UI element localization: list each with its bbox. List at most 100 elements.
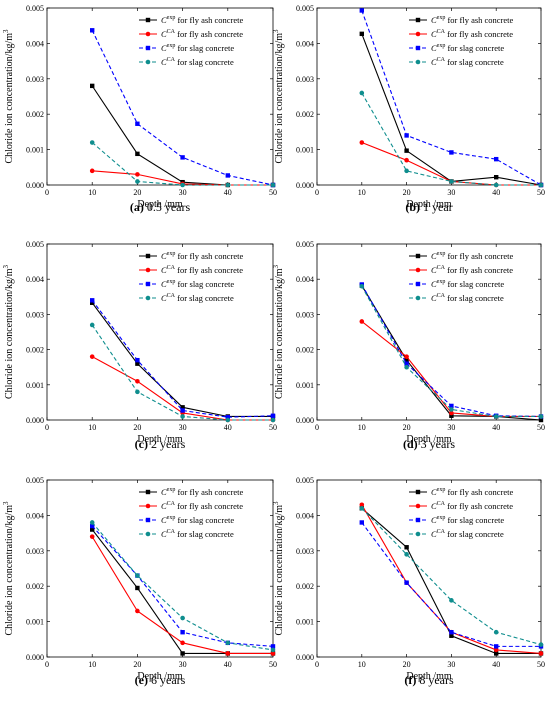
legend-entry-1: Cexp for fly ash concrete bbox=[409, 251, 514, 261]
series-3 bbox=[359, 520, 544, 649]
x-tick-label: 10 bbox=[358, 423, 366, 432]
x-tick-label: 30 bbox=[179, 660, 187, 669]
series-4 bbox=[359, 506, 544, 647]
y-tick-label: 0.003 bbox=[26, 547, 44, 556]
x-tick-label: 30 bbox=[179, 188, 187, 197]
y-axis-label: Chloride ion concentration/kg/m3 bbox=[272, 29, 285, 164]
legend-label-superscript: exp bbox=[167, 43, 176, 49]
series-line bbox=[361, 284, 542, 418]
y-tick-label: 0.005 bbox=[26, 240, 44, 249]
y-axis-label-text: Chloride ion concentration/kg/m bbox=[4, 33, 15, 164]
x-tick-label: 50 bbox=[269, 423, 277, 432]
legend-marker bbox=[145, 31, 151, 37]
series-line bbox=[91, 302, 273, 418]
series-4 bbox=[89, 520, 276, 653]
caption-text: 2 years bbox=[148, 437, 186, 451]
data-point bbox=[180, 640, 185, 646]
y-tick-label: 0.004 bbox=[26, 275, 44, 284]
legend-label: CCA for slag concrete bbox=[161, 293, 234, 303]
plot-frame bbox=[316, 479, 542, 658]
legend-marker bbox=[415, 281, 421, 287]
data-point bbox=[404, 157, 409, 163]
y-tick-label: 0.004 bbox=[26, 511, 44, 520]
series-1 bbox=[359, 31, 544, 188]
legend-entry-1: Cexp for fly ash concrete bbox=[409, 15, 514, 25]
data-point bbox=[180, 405, 185, 410]
panel-caption: (d) 3 years bbox=[403, 437, 455, 451]
x-tick-label: 30 bbox=[447, 188, 455, 197]
legend-entry-2: CCA for fly ash concrete bbox=[139, 501, 243, 511]
legend-entry-3: Cexp for slag concrete bbox=[409, 43, 504, 53]
legend-entry-2: CCA for fly ash concrete bbox=[409, 265, 513, 275]
x-tick-label: 0 bbox=[45, 188, 49, 197]
legend-entry-4: CCA for slag concrete bbox=[409, 529, 504, 539]
chart-panel-5: 0 10 20 30 40 50 0.000 0.001 0.002 0.003 0.004 0.00… bbox=[2, 476, 277, 687]
data-point bbox=[449, 407, 454, 412]
data-point bbox=[404, 168, 409, 174]
plot-frame bbox=[316, 243, 542, 421]
x-tick-label: 0 bbox=[45, 423, 49, 432]
legend-label-symbol: C bbox=[161, 57, 167, 67]
legend-label-symbol: C bbox=[431, 293, 437, 303]
y-tick-label: 0.005 bbox=[296, 476, 314, 485]
legend-marker bbox=[415, 45, 421, 51]
legend-marker bbox=[145, 45, 151, 51]
data-point bbox=[538, 414, 544, 419]
x-tick-label: 30 bbox=[447, 660, 455, 669]
data-point bbox=[270, 644, 276, 649]
legend-label-symbol: C bbox=[161, 515, 167, 525]
series-1 bbox=[90, 300, 276, 419]
data-point bbox=[270, 413, 276, 418]
data-point bbox=[180, 651, 185, 656]
x-axis-label: Depth /mm bbox=[137, 199, 182, 210]
legend-label-superscript: exp bbox=[437, 15, 446, 21]
data-point bbox=[135, 378, 140, 384]
data-point bbox=[449, 413, 454, 418]
x-tick-label: 40 bbox=[224, 188, 232, 197]
x-axis-label: Depth /mm bbox=[137, 671, 182, 682]
x-tick-label: 40 bbox=[224, 660, 232, 669]
legend-label-superscript: exp bbox=[167, 15, 176, 21]
caption-letter: (a) bbox=[130, 200, 144, 214]
legend-entry-1: Cexp for fly ash concrete bbox=[139, 487, 244, 497]
y-axis-label: Chloride ion concentration/kg/m3 bbox=[2, 264, 15, 399]
legend-label: CCA for fly ash concrete bbox=[431, 265, 513, 275]
series-2 bbox=[89, 534, 276, 656]
legend-marker bbox=[145, 267, 151, 273]
x-tick-label: 30 bbox=[179, 423, 187, 432]
legend-marker bbox=[415, 31, 421, 37]
series-line bbox=[361, 522, 541, 647]
data-point bbox=[180, 155, 185, 160]
legend-label-symbol: C bbox=[161, 529, 167, 539]
legend-label-symbol: C bbox=[431, 529, 437, 539]
legend-marker bbox=[415, 517, 421, 523]
legend-entry-2: CCA for fly ash concrete bbox=[139, 265, 243, 275]
series-1 bbox=[90, 83, 276, 188]
data-point bbox=[135, 179, 140, 184]
legend-label: Cexp for fly ash concrete bbox=[431, 15, 514, 25]
legend-label-text: for slag concrete bbox=[175, 43, 234, 53]
legend-marker bbox=[145, 295, 151, 301]
y-tick-label: 0.001 bbox=[26, 618, 44, 627]
legend-label-text: for fly ash concrete bbox=[175, 265, 243, 275]
legend-label-text: for fly ash concrete bbox=[445, 15, 513, 25]
legend-entry-2: CCA for fly ash concrete bbox=[139, 29, 243, 39]
legend-label-symbol: C bbox=[161, 29, 167, 39]
data-point bbox=[225, 417, 231, 423]
legend-entry-3: Cexp for slag concrete bbox=[409, 515, 504, 525]
series-line bbox=[361, 321, 541, 418]
legend-label-text: for fly ash concrete bbox=[445, 487, 513, 497]
legend-label-symbol: C bbox=[431, 43, 437, 53]
legend-label-symbol: C bbox=[161, 501, 167, 511]
legend-label-superscript: exp bbox=[167, 251, 176, 257]
legend-label: CCA for slag concrete bbox=[431, 293, 504, 303]
data-point bbox=[359, 140, 365, 145]
data-point bbox=[493, 647, 499, 653]
legend-marker bbox=[415, 253, 421, 259]
series-1 bbox=[90, 527, 276, 656]
data-point bbox=[494, 156, 499, 162]
x-tick-label: 20 bbox=[133, 423, 141, 432]
data-point bbox=[89, 534, 95, 539]
plot-frame bbox=[316, 7, 542, 186]
legend-label: Cexp for fly ash concrete bbox=[431, 251, 514, 261]
